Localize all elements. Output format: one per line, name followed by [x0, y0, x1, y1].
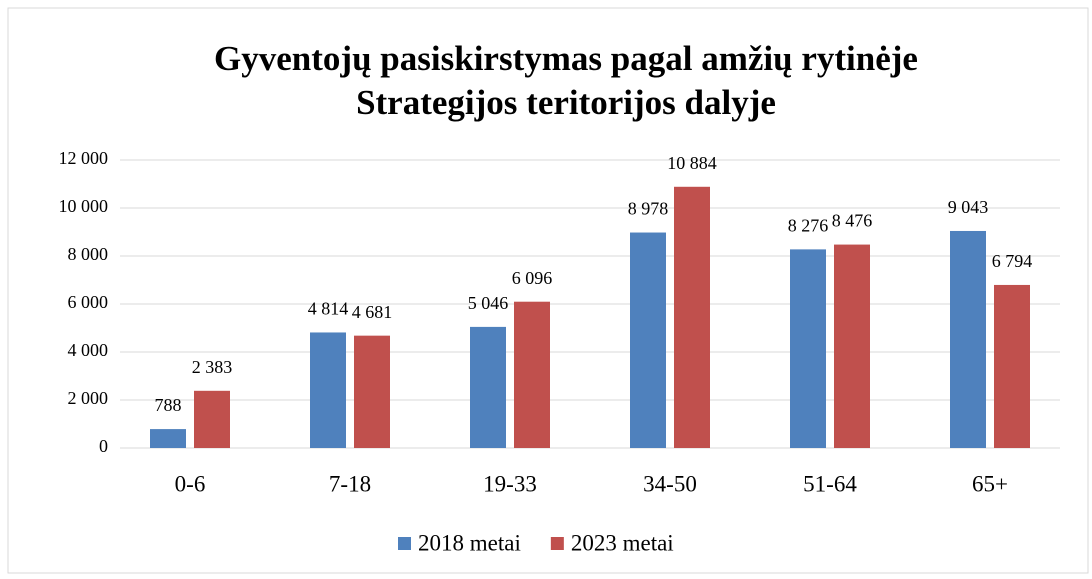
legend-swatch [550, 537, 564, 550]
value-label: 5 046 [468, 293, 509, 313]
value-label: 9 043 [948, 197, 989, 217]
value-label: 6 794 [992, 251, 1033, 271]
bar [994, 284, 1030, 448]
bar [470, 326, 506, 448]
bar [354, 335, 390, 448]
y-tick-label: 2 000 [68, 388, 109, 408]
bar [150, 429, 186, 448]
x-tick-label: 51-64 [803, 471, 857, 496]
value-label: 8 978 [628, 199, 669, 219]
legend-swatch [398, 537, 411, 550]
x-tick-label: 65+ [972, 471, 1008, 496]
chart-border [7, 7, 1089, 574]
y-tick-label: 12 000 [59, 148, 109, 168]
y-tick-label: 10 000 [59, 196, 109, 216]
value-label: 4 681 [352, 302, 393, 322]
bar [950, 230, 986, 448]
chart-title: Gyventojų pasiskirstymas pagal amžių ryt… [214, 39, 918, 78]
y-tick-label: 6 000 [68, 292, 109, 312]
y-tick-label: 4 000 [68, 340, 109, 360]
value-label: 10 884 [667, 153, 717, 173]
bar [194, 390, 230, 448]
value-label: 6 096 [512, 268, 553, 288]
bar [834, 244, 870, 448]
bar [630, 232, 666, 448]
value-label: 8 476 [832, 211, 873, 231]
x-tick-label: 0-6 [175, 471, 206, 496]
legend-label: 2023 metai [571, 530, 674, 555]
bar [790, 249, 826, 448]
bar [674, 186, 710, 448]
x-tick-label: 19-33 [483, 471, 537, 496]
x-tick-label: 7-18 [329, 471, 371, 496]
bar [310, 332, 346, 448]
x-tick-label: 34-50 [643, 471, 697, 496]
y-tick-label: 0 [99, 436, 108, 456]
legend-label: 2018 metai [418, 530, 521, 555]
chart-title: Strategijos teritorijos dalyje [356, 83, 776, 122]
value-label: 8 276 [788, 216, 829, 236]
value-label: 788 [155, 395, 182, 415]
bar [514, 301, 550, 448]
y-tick-label: 8 000 [68, 244, 109, 264]
value-label: 4 814 [308, 299, 349, 319]
value-label: 2 383 [192, 357, 233, 377]
